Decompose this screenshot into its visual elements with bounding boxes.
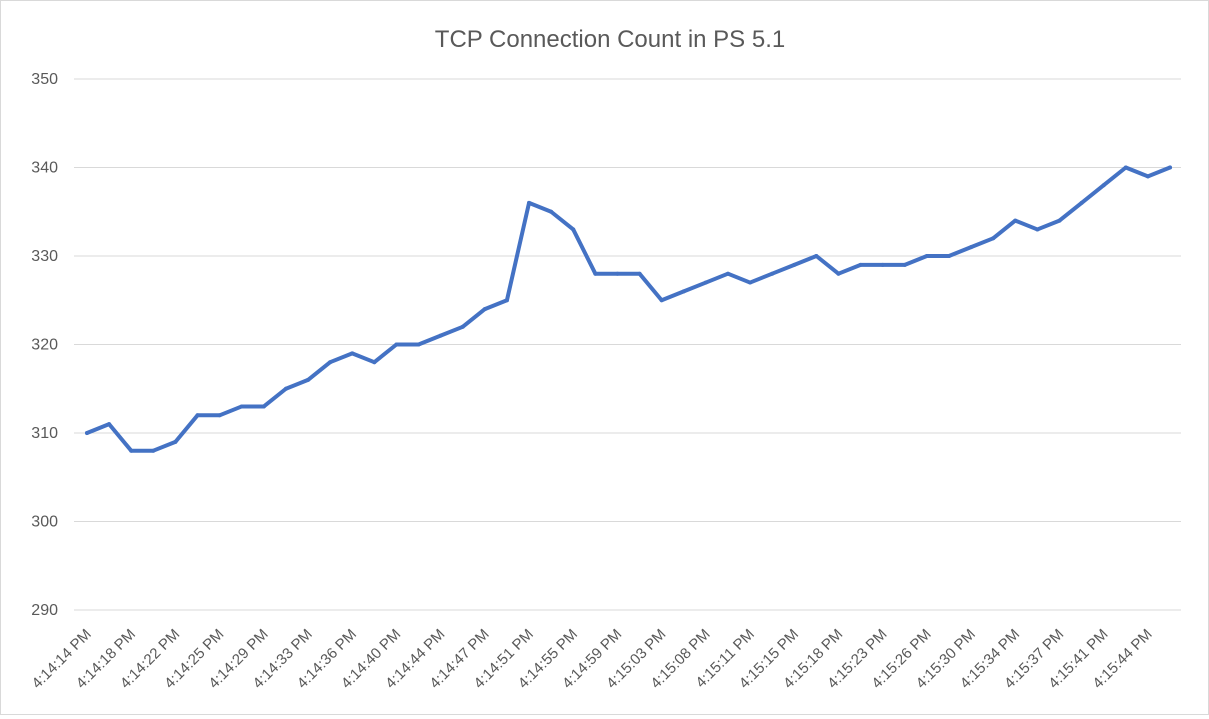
x-axis-tick-labels: 4:14:14 PM4:14:18 PM4:14:22 PM4:14:25 PM… (29, 626, 1156, 692)
y-tick-label: 290 (31, 602, 58, 619)
y-tick-label: 330 (31, 248, 58, 265)
data-point (283, 386, 288, 391)
data-point (792, 262, 797, 267)
data-point (946, 254, 951, 258)
data-point (151, 448, 156, 453)
data-point (637, 271, 642, 276)
y-tick-label: 350 (31, 71, 58, 88)
data-point (748, 280, 753, 285)
data-point (991, 236, 996, 241)
data-point (372, 360, 377, 365)
y-tick-label: 310 (31, 425, 58, 442)
data-point (1168, 165, 1172, 170)
y-tick-label: 340 (31, 160, 58, 177)
data-point (416, 342, 421, 347)
data-point (350, 351, 355, 356)
data-point (195, 413, 200, 418)
data-point (615, 271, 620, 276)
data-point (1145, 174, 1150, 179)
data-point (681, 289, 686, 294)
data-point (549, 209, 554, 214)
data-point (902, 262, 907, 267)
data-point (438, 333, 443, 338)
data-point (836, 271, 841, 276)
data-point (814, 254, 819, 258)
data-point (1079, 200, 1084, 205)
data-point (504, 298, 509, 303)
data-point (460, 324, 465, 329)
data-point (1101, 183, 1106, 188)
data-point (593, 271, 598, 276)
data-point (1057, 218, 1062, 223)
data-point (659, 298, 664, 303)
data-point (482, 307, 487, 312)
data-point (1123, 165, 1128, 170)
data-point (858, 262, 863, 267)
y-tick-label: 300 (31, 514, 58, 531)
data-point (770, 271, 775, 276)
data-point (107, 422, 112, 427)
data-point (1035, 227, 1040, 232)
y-tick-label: 320 (31, 337, 58, 354)
data-point (527, 200, 532, 205)
data-point (173, 439, 178, 444)
data-point (880, 262, 885, 267)
data-point (394, 342, 399, 347)
data-point (924, 254, 929, 258)
series-layer (85, 165, 1172, 453)
data-point (217, 413, 222, 418)
gridlines (74, 78, 1181, 611)
data-point (328, 360, 333, 365)
y-axis-tick-labels: 290 300 310 320 330 340 350 (31, 71, 58, 619)
data-point (261, 404, 266, 409)
data-point (129, 448, 134, 453)
data-point (703, 280, 708, 285)
data-point (969, 245, 974, 250)
data-point (306, 377, 311, 382)
data-point (725, 271, 730, 276)
data-point (85, 431, 89, 435)
data-point (571, 227, 576, 232)
series-line (85, 165, 1172, 453)
data-point (1013, 218, 1018, 223)
data-point (239, 404, 244, 409)
chart-title: TCP Connection Count in PS 5.1 (435, 26, 785, 53)
